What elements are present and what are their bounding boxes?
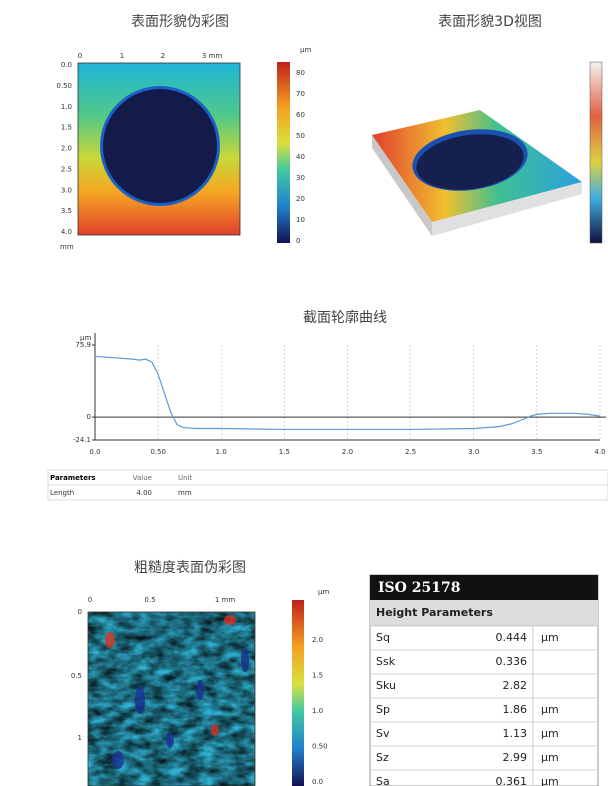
- table-cell: Sv: [376, 727, 390, 740]
- pit: [103, 89, 217, 203]
- y-tick-label: 0: [78, 608, 82, 616]
- colorbar-unit: μm: [318, 588, 329, 596]
- table-cell: Sp: [376, 703, 390, 716]
- table-cell: Sku: [376, 679, 396, 692]
- x-tick-label: 1.0: [216, 448, 227, 456]
- y-tick-label: 0.50: [56, 82, 72, 90]
- table-cell: μm: [541, 727, 559, 740]
- y-tick-label: 1.5: [61, 124, 72, 132]
- colorbar-label: 0.0: [312, 778, 323, 786]
- colorbar-label: 40: [296, 153, 305, 161]
- colorbar-label: 70: [296, 90, 305, 98]
- colorbar-unit: μm: [300, 46, 311, 54]
- x-tick-label: 1 mm: [215, 596, 235, 604]
- iso-subtitle: Height Parameters: [376, 606, 493, 619]
- y-tick-label: 3.5: [61, 207, 72, 215]
- colorbar: [590, 62, 602, 243]
- colorbar-label: 2.0: [312, 636, 323, 644]
- x-tick-label: 0.5: [144, 596, 155, 604]
- y-tick-label: 0: [87, 413, 91, 421]
- panel-title: 粗糙度表面伪彩图: [134, 560, 246, 576]
- table-cell: μm: [541, 751, 559, 764]
- table-cell: Length: [50, 489, 74, 497]
- table-cell: 2.82: [503, 679, 528, 692]
- x-tick-label: 2.5: [405, 448, 416, 456]
- colorbar-label: 10: [296, 216, 305, 224]
- table-cell: 0.361: [496, 775, 528, 786]
- colorbar: [292, 600, 304, 786]
- y-tick-label: 0.0: [61, 61, 72, 69]
- colorbar-label: 0.50: [312, 743, 328, 751]
- panel-title: 表面形貌3D视图: [438, 14, 542, 30]
- x-tick-label: 4.0: [594, 448, 605, 456]
- table-cell: Sq: [376, 631, 390, 644]
- colorbar-label: 50: [296, 132, 305, 140]
- table-header: Value: [133, 474, 152, 482]
- x-tick-label: 2: [161, 52, 165, 60]
- y-tick-label: 75.9: [75, 341, 91, 349]
- colorbar-label: 80: [296, 69, 305, 77]
- x-tick-label: 3.0: [468, 448, 479, 456]
- colorbar-label: 60: [296, 111, 305, 119]
- table-cell: Ssk: [376, 655, 396, 668]
- axis-unit: mm: [60, 243, 74, 251]
- x-tick-label: 3.5: [531, 448, 542, 456]
- profile-chart: 0.0 0.50 1.0 1.5 2.0 2.5 3.0 3.5 4.0 -24.1 0 75.9: [73, 333, 606, 456]
- table-header: Parameters: [50, 474, 96, 482]
- table-cell: μm: [541, 631, 559, 644]
- table-cell: 1.13: [503, 727, 528, 740]
- y-tick-label: -24.1: [73, 436, 91, 444]
- table-cell: 2.99: [503, 751, 528, 764]
- x-tick-label: 3 mm: [202, 52, 222, 60]
- colorbar-label: 20: [296, 195, 305, 203]
- colorbar: [277, 62, 290, 243]
- x-tick-label: 0: [88, 596, 92, 604]
- y-tick-label: 1: [78, 734, 82, 742]
- page: 表面形貌伪彩图 μm mm 表面形貌3D视图 截面轮廓曲线 μm 0.00.50…: [0, 0, 608, 786]
- x-tick-label: 0: [78, 52, 82, 60]
- table-cell: μm: [541, 703, 559, 716]
- y-tick-label: 4.0: [61, 228, 72, 236]
- colorbar-label: 1.0: [312, 707, 323, 715]
- table-cell: 0.336: [496, 655, 528, 668]
- x-tick-label: 2.0: [342, 448, 353, 456]
- table-cell: Sz: [376, 751, 389, 764]
- y-tick-label: 0.5: [71, 672, 82, 680]
- y-tick-label: 2.5: [61, 165, 72, 173]
- y-tick-label: 2.0: [61, 145, 72, 153]
- table-header: Unit: [178, 474, 193, 482]
- table-cell: 4.00: [136, 489, 152, 497]
- colorbar-label: 1.5: [312, 672, 323, 680]
- table-cell: mm: [178, 489, 192, 497]
- y-tick-label: 3.0: [61, 186, 72, 194]
- brochure: 表面形貌伪彩图 μm mm 表面形貌3D视图 截面轮廓曲线 μm 0.00.50…: [0, 0, 608, 786]
- iso-title: ISO 25178: [378, 580, 460, 596]
- y-tick-label: 1.0: [61, 103, 72, 111]
- table-cell: μm: [541, 775, 559, 786]
- table-cell: 1.86: [503, 703, 528, 716]
- table-cell: 0.444: [496, 631, 528, 644]
- x-tick-label: 1: [120, 52, 124, 60]
- table-cell: Sa: [376, 775, 390, 786]
- panel-title: 表面形貌伪彩图: [131, 14, 229, 30]
- colorbar-label: 0: [296, 237, 300, 245]
- x-tick-label: 0.50: [150, 448, 166, 456]
- x-tick-label: 0.0: [89, 448, 100, 456]
- chart-title: 截面轮廓曲线: [303, 309, 387, 326]
- colorbar-label: 30: [296, 174, 305, 182]
- x-tick-label: 1.5: [279, 448, 290, 456]
